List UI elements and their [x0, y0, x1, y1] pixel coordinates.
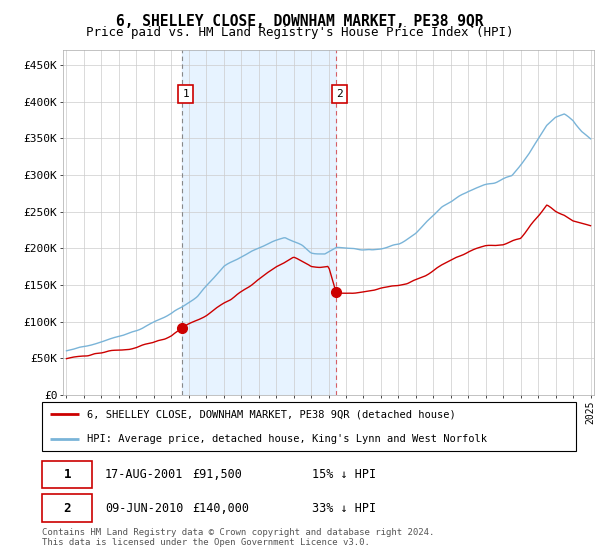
Text: 33% ↓ HPI: 33% ↓ HPI [312, 502, 376, 515]
Text: HPI: Average price, detached house, King's Lynn and West Norfolk: HPI: Average price, detached house, King… [88, 434, 487, 444]
Text: £140,000: £140,000 [192, 502, 249, 515]
FancyBboxPatch shape [42, 461, 92, 488]
Text: 2: 2 [337, 90, 343, 99]
Text: 17-AUG-2001: 17-AUG-2001 [105, 468, 184, 481]
Text: 1: 1 [182, 90, 189, 99]
Bar [182, 50, 336, 395]
Text: 09-JUN-2010: 09-JUN-2010 [105, 502, 184, 515]
Text: Price paid vs. HM Land Registry's House Price Index (HPI): Price paid vs. HM Land Registry's House … [86, 26, 514, 39]
Text: Contains HM Land Registry data © Crown copyright and database right 2024.
This d: Contains HM Land Registry data © Crown c… [42, 528, 434, 547]
Text: £91,500: £91,500 [192, 468, 242, 481]
Text: 6, SHELLEY CLOSE, DOWNHAM MARKET, PE38 9QR: 6, SHELLEY CLOSE, DOWNHAM MARKET, PE38 9… [116, 14, 484, 29]
Text: 15% ↓ HPI: 15% ↓ HPI [312, 468, 376, 481]
Text: 6, SHELLEY CLOSE, DOWNHAM MARKET, PE38 9QR (detached house): 6, SHELLEY CLOSE, DOWNHAM MARKET, PE38 9… [88, 409, 456, 419]
Text: 2: 2 [64, 502, 71, 515]
Text: 1: 1 [64, 468, 71, 481]
FancyBboxPatch shape [42, 494, 92, 522]
